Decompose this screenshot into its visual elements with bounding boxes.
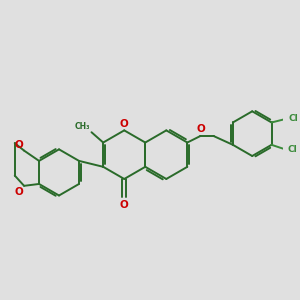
Text: O: O	[14, 140, 23, 150]
Text: O: O	[120, 200, 129, 209]
Text: Cl: Cl	[287, 146, 297, 154]
Text: O: O	[196, 124, 205, 134]
Text: CH₃: CH₃	[74, 122, 90, 131]
Text: O: O	[120, 118, 129, 128]
Text: Cl: Cl	[288, 114, 298, 123]
Text: O: O	[14, 187, 23, 197]
